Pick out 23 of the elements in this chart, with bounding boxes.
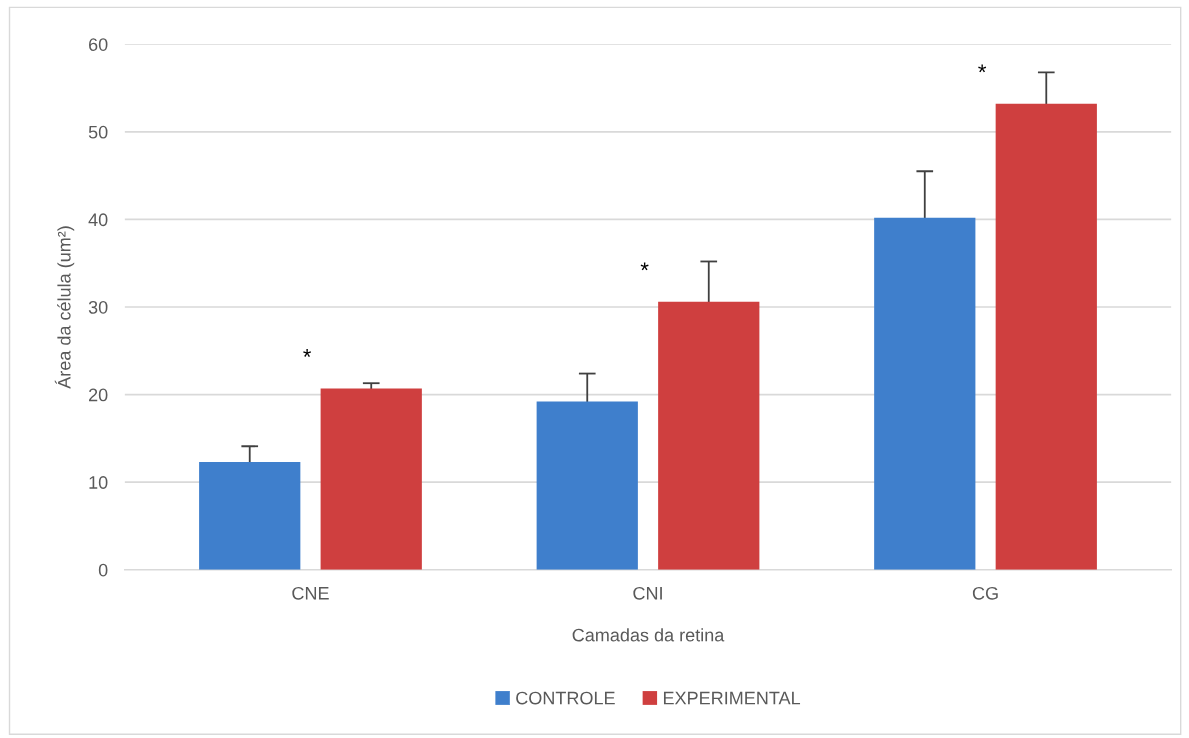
bar bbox=[320, 388, 422, 570]
bar bbox=[199, 462, 301, 570]
bar bbox=[658, 301, 760, 570]
y-tick-label: 10 bbox=[89, 476, 108, 489]
legend-label: CONTROLE bbox=[516, 691, 615, 705]
x-tick-label: CG bbox=[972, 586, 998, 600]
bar bbox=[874, 217, 976, 570]
y-tick-label: 50 bbox=[88, 125, 108, 139]
annotation: * bbox=[978, 64, 987, 73]
x-axis-title: Camadas da retina bbox=[572, 628, 725, 642]
bar bbox=[995, 103, 1097, 570]
y-tick-label: 30 bbox=[88, 300, 108, 314]
y-axis-title: Área da célula (um²) bbox=[54, 226, 75, 389]
y-tick-label: 20 bbox=[89, 388, 108, 402]
y-tick-label: 40 bbox=[88, 213, 108, 227]
x-tick-label: CNI bbox=[633, 586, 662, 600]
legend-label: EXPERIMENTAL bbox=[663, 691, 801, 705]
y-tick-label: 0 bbox=[98, 563, 108, 577]
y-tick-label: 60 bbox=[89, 38, 108, 51]
annotation: * bbox=[303, 349, 312, 357]
x-tick-label: CNE bbox=[292, 586, 329, 600]
annotation: * bbox=[640, 262, 649, 271]
bar bbox=[536, 401, 638, 570]
